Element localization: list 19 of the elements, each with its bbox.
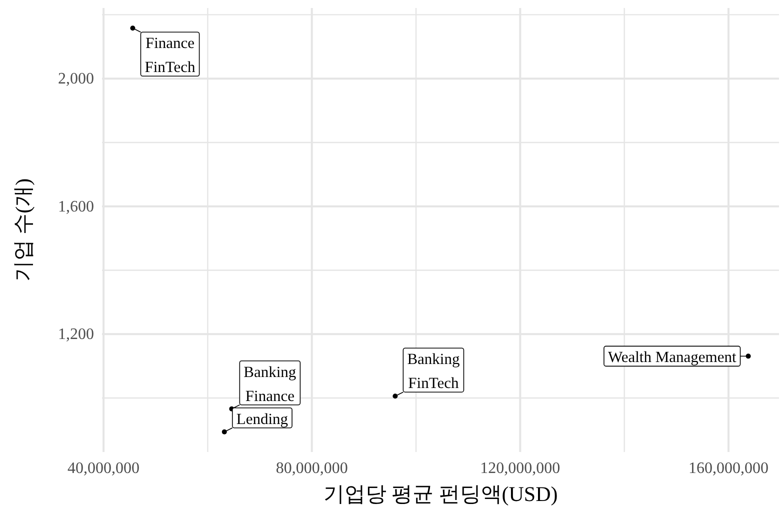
annotation: Finance FinTech bbox=[144, 35, 196, 76]
x-axis-title: 기업당 평균 펀딩액(USD) bbox=[323, 482, 558, 506]
label: Banking Finance bbox=[231, 360, 301, 410]
annotation: Banking Finance bbox=[244, 364, 296, 405]
label: Wealth Management bbox=[604, 346, 749, 367]
annotation: Wealth Management bbox=[608, 349, 737, 366]
x-tick-label: 40,000,000 bbox=[68, 460, 140, 477]
label: Finance FinTech bbox=[132, 28, 200, 77]
label: Lending bbox=[224, 407, 292, 432]
y-tick-label: 2,000 bbox=[58, 70, 94, 88]
label: Banking FinTech bbox=[394, 348, 464, 396]
annotation: Banking FinTech bbox=[407, 351, 460, 392]
x-tick-label: 120,000,000 bbox=[480, 460, 560, 477]
annotation: Lending bbox=[236, 410, 288, 428]
y-tick-label: 1,600 bbox=[58, 198, 94, 216]
y-axis-title: 기업 수(개) bbox=[11, 178, 35, 282]
x-tick-label: 160,000,000 bbox=[688, 460, 768, 477]
y-tick-label: 1,200 bbox=[58, 326, 94, 344]
x-tick-label: 80,000,000 bbox=[276, 460, 348, 477]
